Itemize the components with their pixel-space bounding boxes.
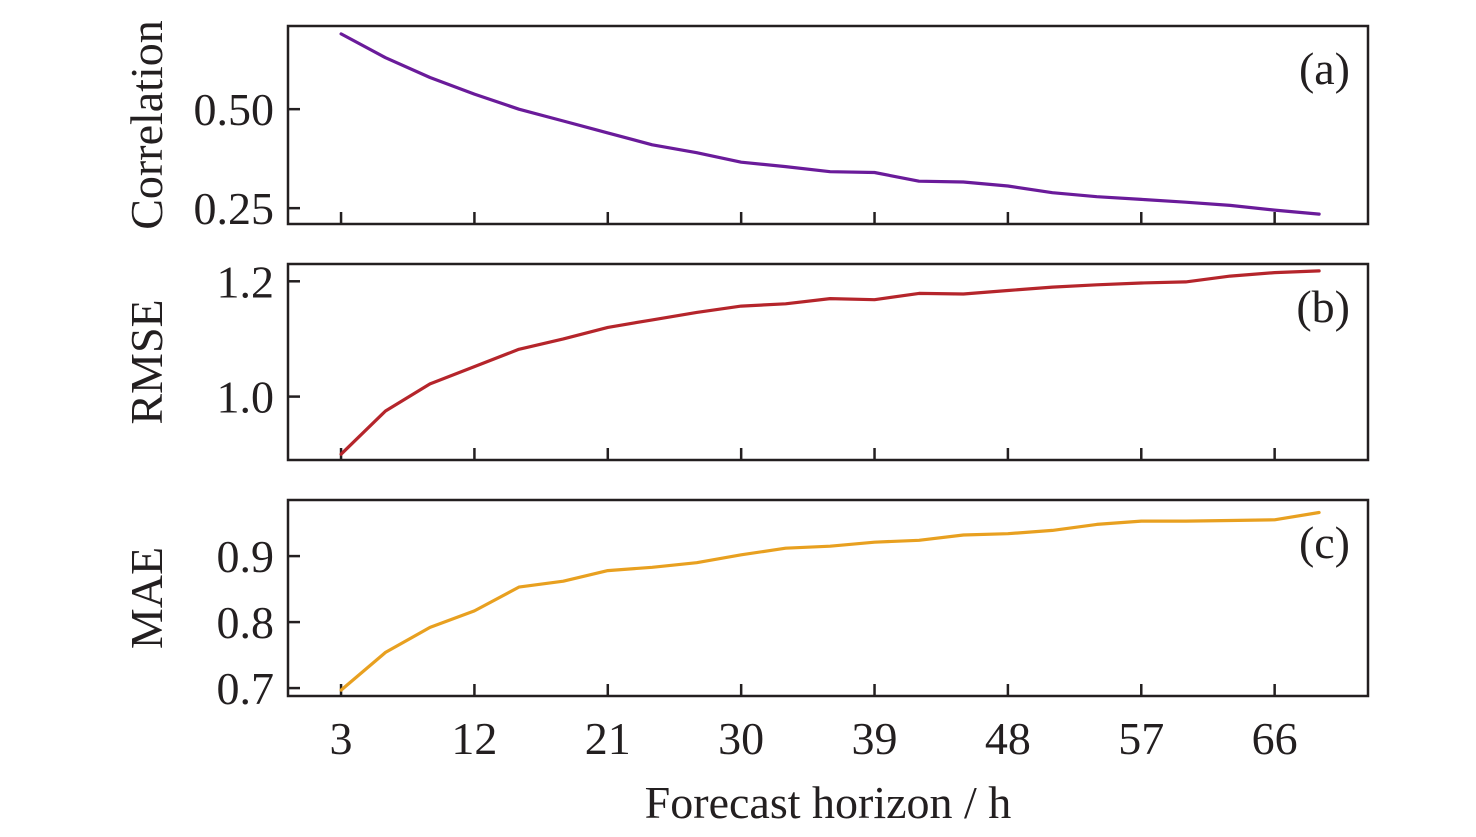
y-tick-label: 0.8	[217, 597, 275, 648]
x-tick-label: 30	[718, 713, 764, 764]
y-axis-title: Correlation	[121, 20, 172, 230]
series-line	[339, 269, 1321, 456]
panel-label: (c)	[1299, 517, 1350, 568]
x-tick-label: 21	[585, 713, 631, 764]
y-tick-label: 0.50	[194, 84, 275, 135]
plot-frame	[286, 24, 1370, 226]
x-tick-label: 12	[451, 713, 497, 764]
series-line	[339, 510, 1321, 692]
x-tick-label: 3	[330, 713, 353, 764]
x-tick-label: 57	[1118, 713, 1164, 764]
x-axis-title: Forecast horizon / h	[645, 777, 1012, 828]
panel-label: (b)	[1296, 281, 1350, 332]
series-line	[339, 32, 1321, 216]
chart-panel-c: 0.7 0.8 0.9 MAE (c)	[121, 498, 1370, 714]
x-tick-label: 48	[985, 713, 1031, 764]
plot-frame	[286, 498, 1370, 698]
x-tick-label: 39	[852, 713, 898, 764]
y-tick-label: 1.0	[217, 372, 275, 423]
x-tick-label: 66	[1252, 713, 1298, 764]
y-axis-title: RMSE	[121, 299, 172, 424]
y-tick-label: 1.2	[217, 256, 275, 307]
y-tick-label: 0.9	[217, 531, 275, 582]
y-tick-label: 0.7	[217, 663, 275, 714]
chart-panel-b: 1.0 1.2 RMSE (b)	[121, 256, 1370, 462]
x-tick-labels: 3 12 21 30 39 48 57 66	[330, 713, 1298, 764]
plot-frame	[286, 262, 1370, 462]
panel-label: (a)	[1299, 43, 1350, 94]
chart-panel-a: 0.25 0.50 Correlation (a)	[121, 20, 1370, 234]
shared-x-axis: 3 12 21 30 39 48 57 66 Forecast horizon / h	[330, 713, 1298, 828]
y-tick-label: 0.25	[194, 183, 275, 234]
y-axis-title: MAE	[121, 547, 172, 649]
